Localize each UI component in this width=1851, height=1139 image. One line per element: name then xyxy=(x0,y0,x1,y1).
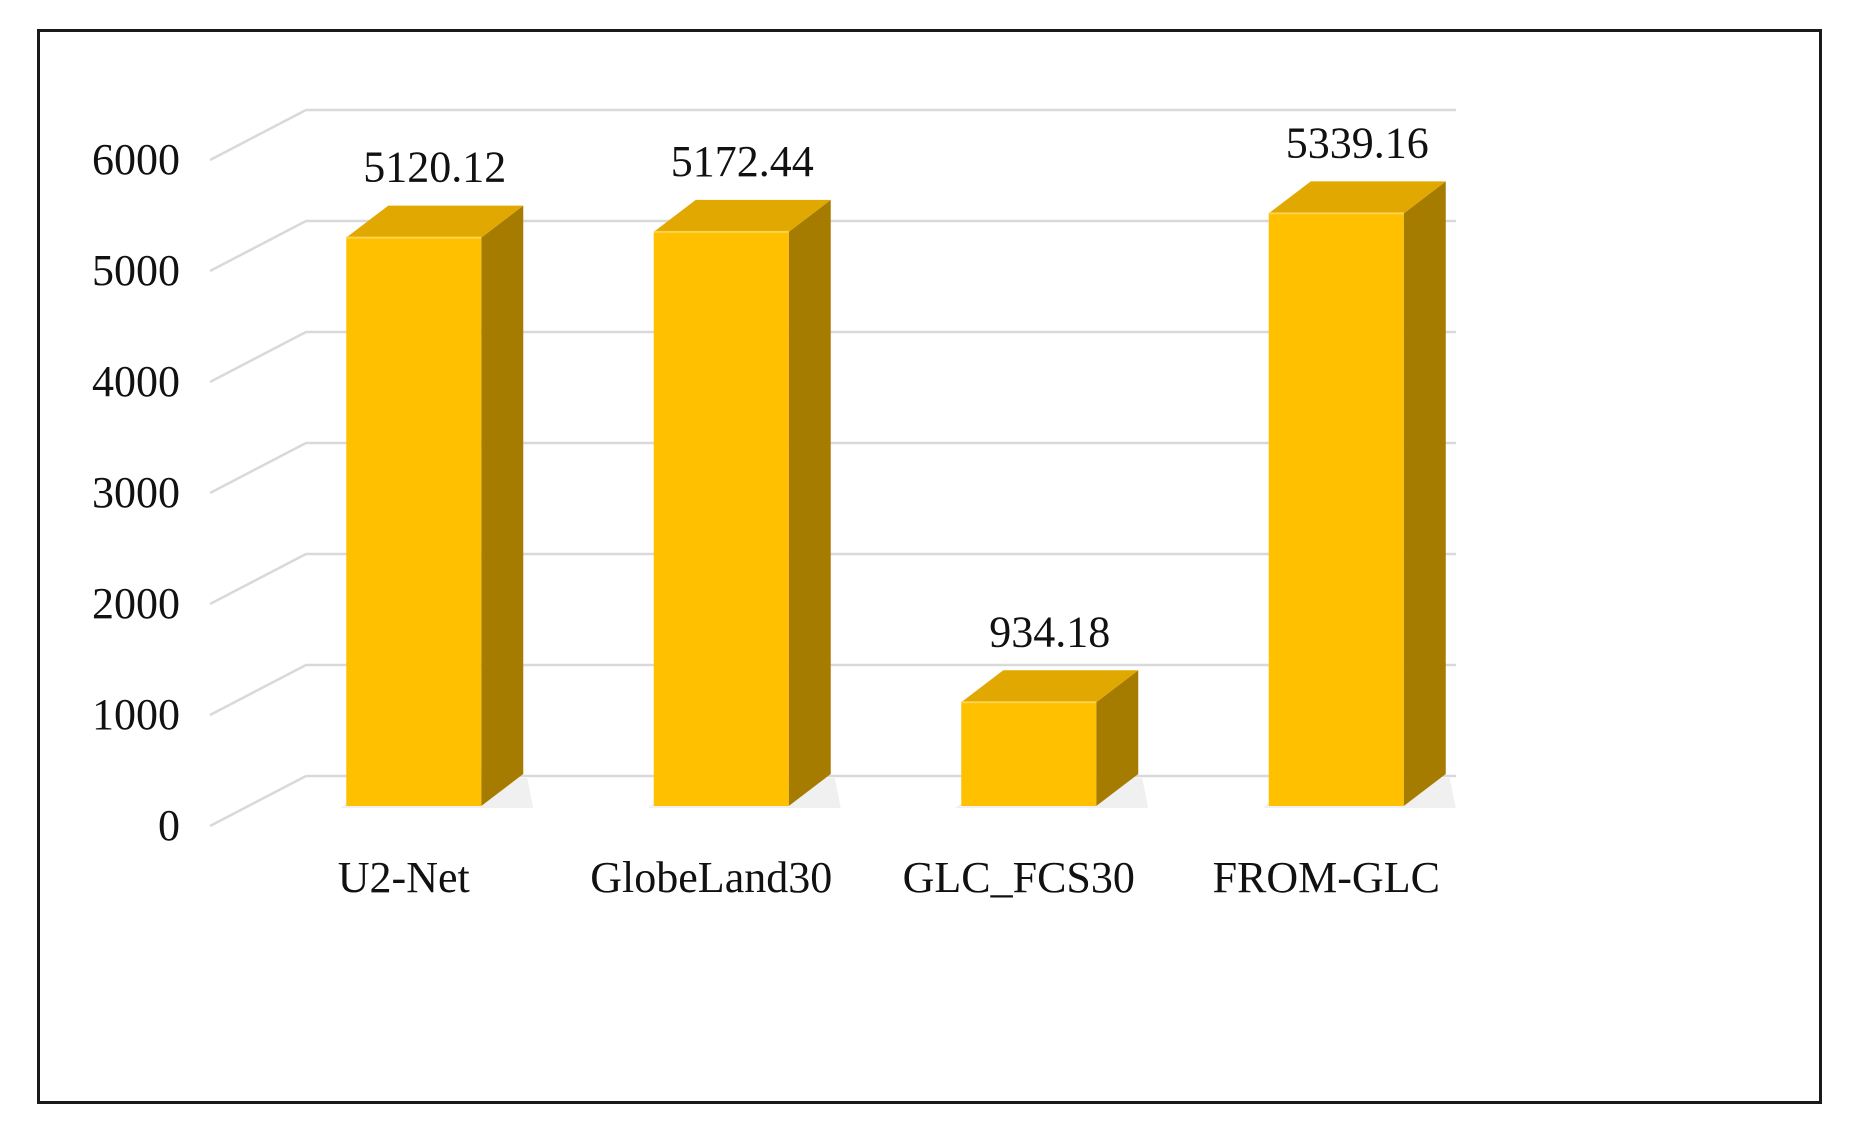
x-category-label: U2-Net xyxy=(338,853,470,902)
bar xyxy=(1268,213,1404,806)
bar xyxy=(961,702,1097,806)
y-tick-label: 3000 xyxy=(92,468,180,517)
bar-side xyxy=(1096,670,1139,806)
gridline-diagonal xyxy=(209,441,307,495)
bar-top xyxy=(961,670,1139,703)
y-tick-label: 2000 xyxy=(92,579,180,628)
data-label: 5339.16 xyxy=(1286,118,1429,167)
bar-top xyxy=(653,199,831,232)
y-tick-label: 5000 xyxy=(92,246,180,295)
data-label: 5120.12 xyxy=(363,143,506,192)
gridline-diagonal xyxy=(209,330,307,384)
x-category-label: GLC_FCS30 xyxy=(903,853,1135,902)
bar-side xyxy=(481,205,524,806)
bar-side xyxy=(1403,181,1446,806)
gridline-diagonal xyxy=(209,552,307,606)
bar xyxy=(346,237,482,806)
y-axis-ticks: 0 1000 2000 3000 4000 5000 6000 xyxy=(92,135,180,850)
x-axis-categories: U2-Net GlobeLand30 GLC_FCS30 FROM-GLC xyxy=(338,853,1440,902)
gridline-diagonal xyxy=(209,663,307,717)
chart-frame: 0 1000 2000 3000 4000 5000 6000 5120.12 5172.44… xyxy=(37,29,1822,1104)
x-category-label: FROM-GLC xyxy=(1213,853,1440,902)
data-label: 5172.44 xyxy=(671,137,814,186)
bar-side xyxy=(788,199,831,807)
data-labels: 5120.12 5172.44 934.18 5339.16 xyxy=(363,118,1429,656)
bar xyxy=(653,231,789,807)
y-tick-label: 1000 xyxy=(92,690,180,739)
bar-chart: 0 1000 2000 3000 4000 5000 6000 5120.12 5172.44… xyxy=(92,108,1456,902)
gridline-diagonal xyxy=(209,108,307,162)
bar-top xyxy=(346,205,524,238)
bar-top xyxy=(1268,181,1446,214)
data-label: 934.18 xyxy=(989,607,1110,656)
y-tick-label: 4000 xyxy=(92,357,180,406)
bars xyxy=(340,181,1456,808)
gridline-diagonal xyxy=(209,774,307,828)
y-tick-label: 6000 xyxy=(92,135,180,184)
gridline-diagonal xyxy=(209,219,307,273)
x-category-label: GlobeLand30 xyxy=(590,853,832,902)
y-tick-label: 0 xyxy=(158,801,180,850)
